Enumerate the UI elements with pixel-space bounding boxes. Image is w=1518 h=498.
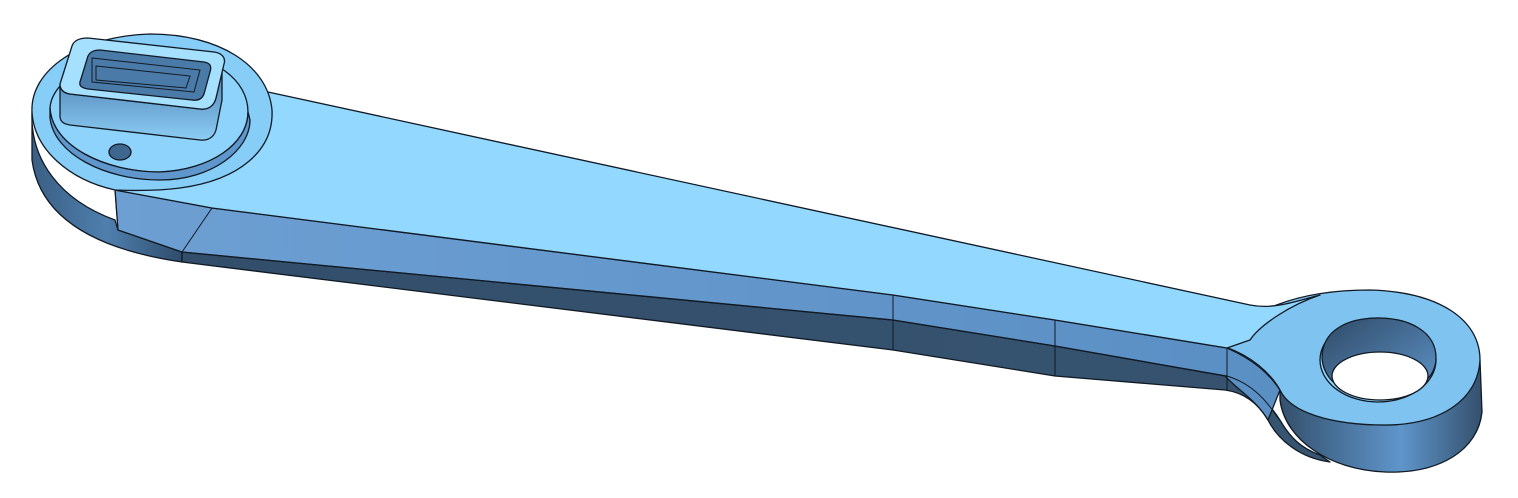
- bevel-lower-edge: [181, 251, 1279, 419]
- socket-inner-wall: [91, 57, 201, 93]
- pin-hole: [108, 143, 132, 161]
- socket-inner-bottom: [95, 65, 191, 89]
- side-edge-line-4: [181, 207, 213, 253]
- eye-through-hole: [1331, 351, 1429, 401]
- side-edge-line-5: [114, 189, 119, 231]
- boss-ring-wall: [49, 107, 251, 181]
